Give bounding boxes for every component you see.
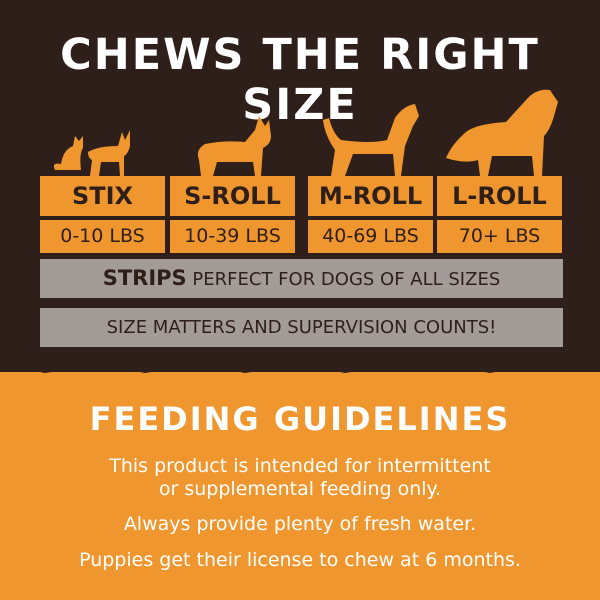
strips-banner: STRIPS PERFECT FOR DOGS OF ALL SIZES <box>40 259 563 298</box>
feeding-line: Puppies get their license to chew at 6 m… <box>79 549 521 571</box>
size-s-roll: S-ROLL 10-39 LBS <box>170 0 295 260</box>
torn-edge <box>0 360 600 373</box>
medium-dog-icon <box>323 104 419 176</box>
strips-text: PERFECT FOR DOGS OF ALL SIZES <box>192 269 501 290</box>
size-l-roll: L-ROLL 70+ LBS <box>437 0 562 260</box>
feeding-line: Always provide plenty of fresh water. <box>123 513 477 535</box>
size-name: L-ROLL <box>437 176 562 216</box>
size-stix: STIX 0-10 LBS <box>40 0 165 260</box>
feeding-line: or supplemental feeding only. <box>158 478 442 500</box>
feeding-line: This product is intended for intermitten… <box>109 455 491 477</box>
size-weight: 10-39 LBS <box>170 220 295 253</box>
size-weight: 40-69 LBS <box>308 220 433 253</box>
corgi-icon <box>197 116 271 176</box>
feeding-title: FEEDING GUIDELINES <box>89 400 511 438</box>
cat-and-small-dog-icon <box>53 130 130 176</box>
supervision-banner: SIZE MATTERS AND SUPERVISION COUNTS! <box>40 308 563 347</box>
page-title: CHEWS THE RIGHT SIZE <box>60 30 540 130</box>
size-m-roll: M-ROLL 40-69 LBS <box>308 0 433 260</box>
size-weight: 70+ LBS <box>437 220 562 253</box>
size-weight: 0-10 LBS <box>40 220 165 253</box>
large-dog-icon <box>446 89 558 176</box>
size-name: STIX <box>40 176 165 216</box>
strips-label: STRIPS <box>102 266 187 290</box>
size-name: S-ROLL <box>170 176 295 216</box>
size-name: M-ROLL <box>308 176 433 216</box>
